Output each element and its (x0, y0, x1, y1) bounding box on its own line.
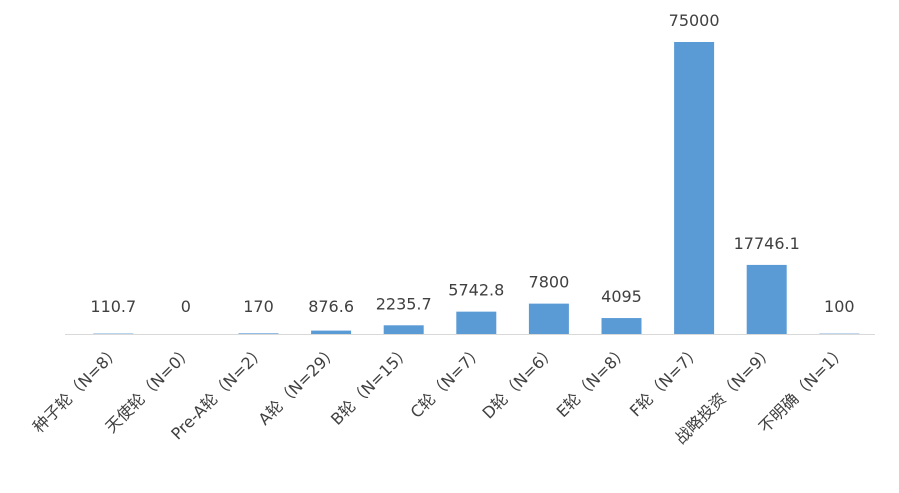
data-label: 170 (243, 297, 274, 316)
bar (456, 311, 497, 334)
bar (311, 330, 352, 334)
data-label: 75000 (669, 11, 720, 30)
bar (674, 42, 715, 334)
data-label: 100 (824, 297, 855, 316)
data-label: 4095 (601, 287, 642, 306)
x-tick-label: D轮（N=6） (478, 341, 559, 422)
data-label: 0 (181, 297, 191, 316)
data-label: 17746.1 (734, 234, 800, 253)
data-label: 110.7 (90, 297, 136, 316)
x-tick-label: C轮（N=7） (407, 341, 487, 421)
x-tick-label: E轮（N=8） (553, 341, 633, 421)
bar (746, 264, 787, 334)
data-label: 876.6 (308, 297, 354, 316)
data-label: 2235.7 (376, 294, 432, 313)
x-tick-label: F轮（N=7） (626, 341, 705, 420)
data-label: 5742.8 (448, 281, 504, 300)
bar (528, 303, 569, 334)
bar (238, 333, 279, 334)
bar (383, 325, 424, 334)
data-label: 7800 (529, 273, 570, 292)
bar (601, 318, 642, 334)
